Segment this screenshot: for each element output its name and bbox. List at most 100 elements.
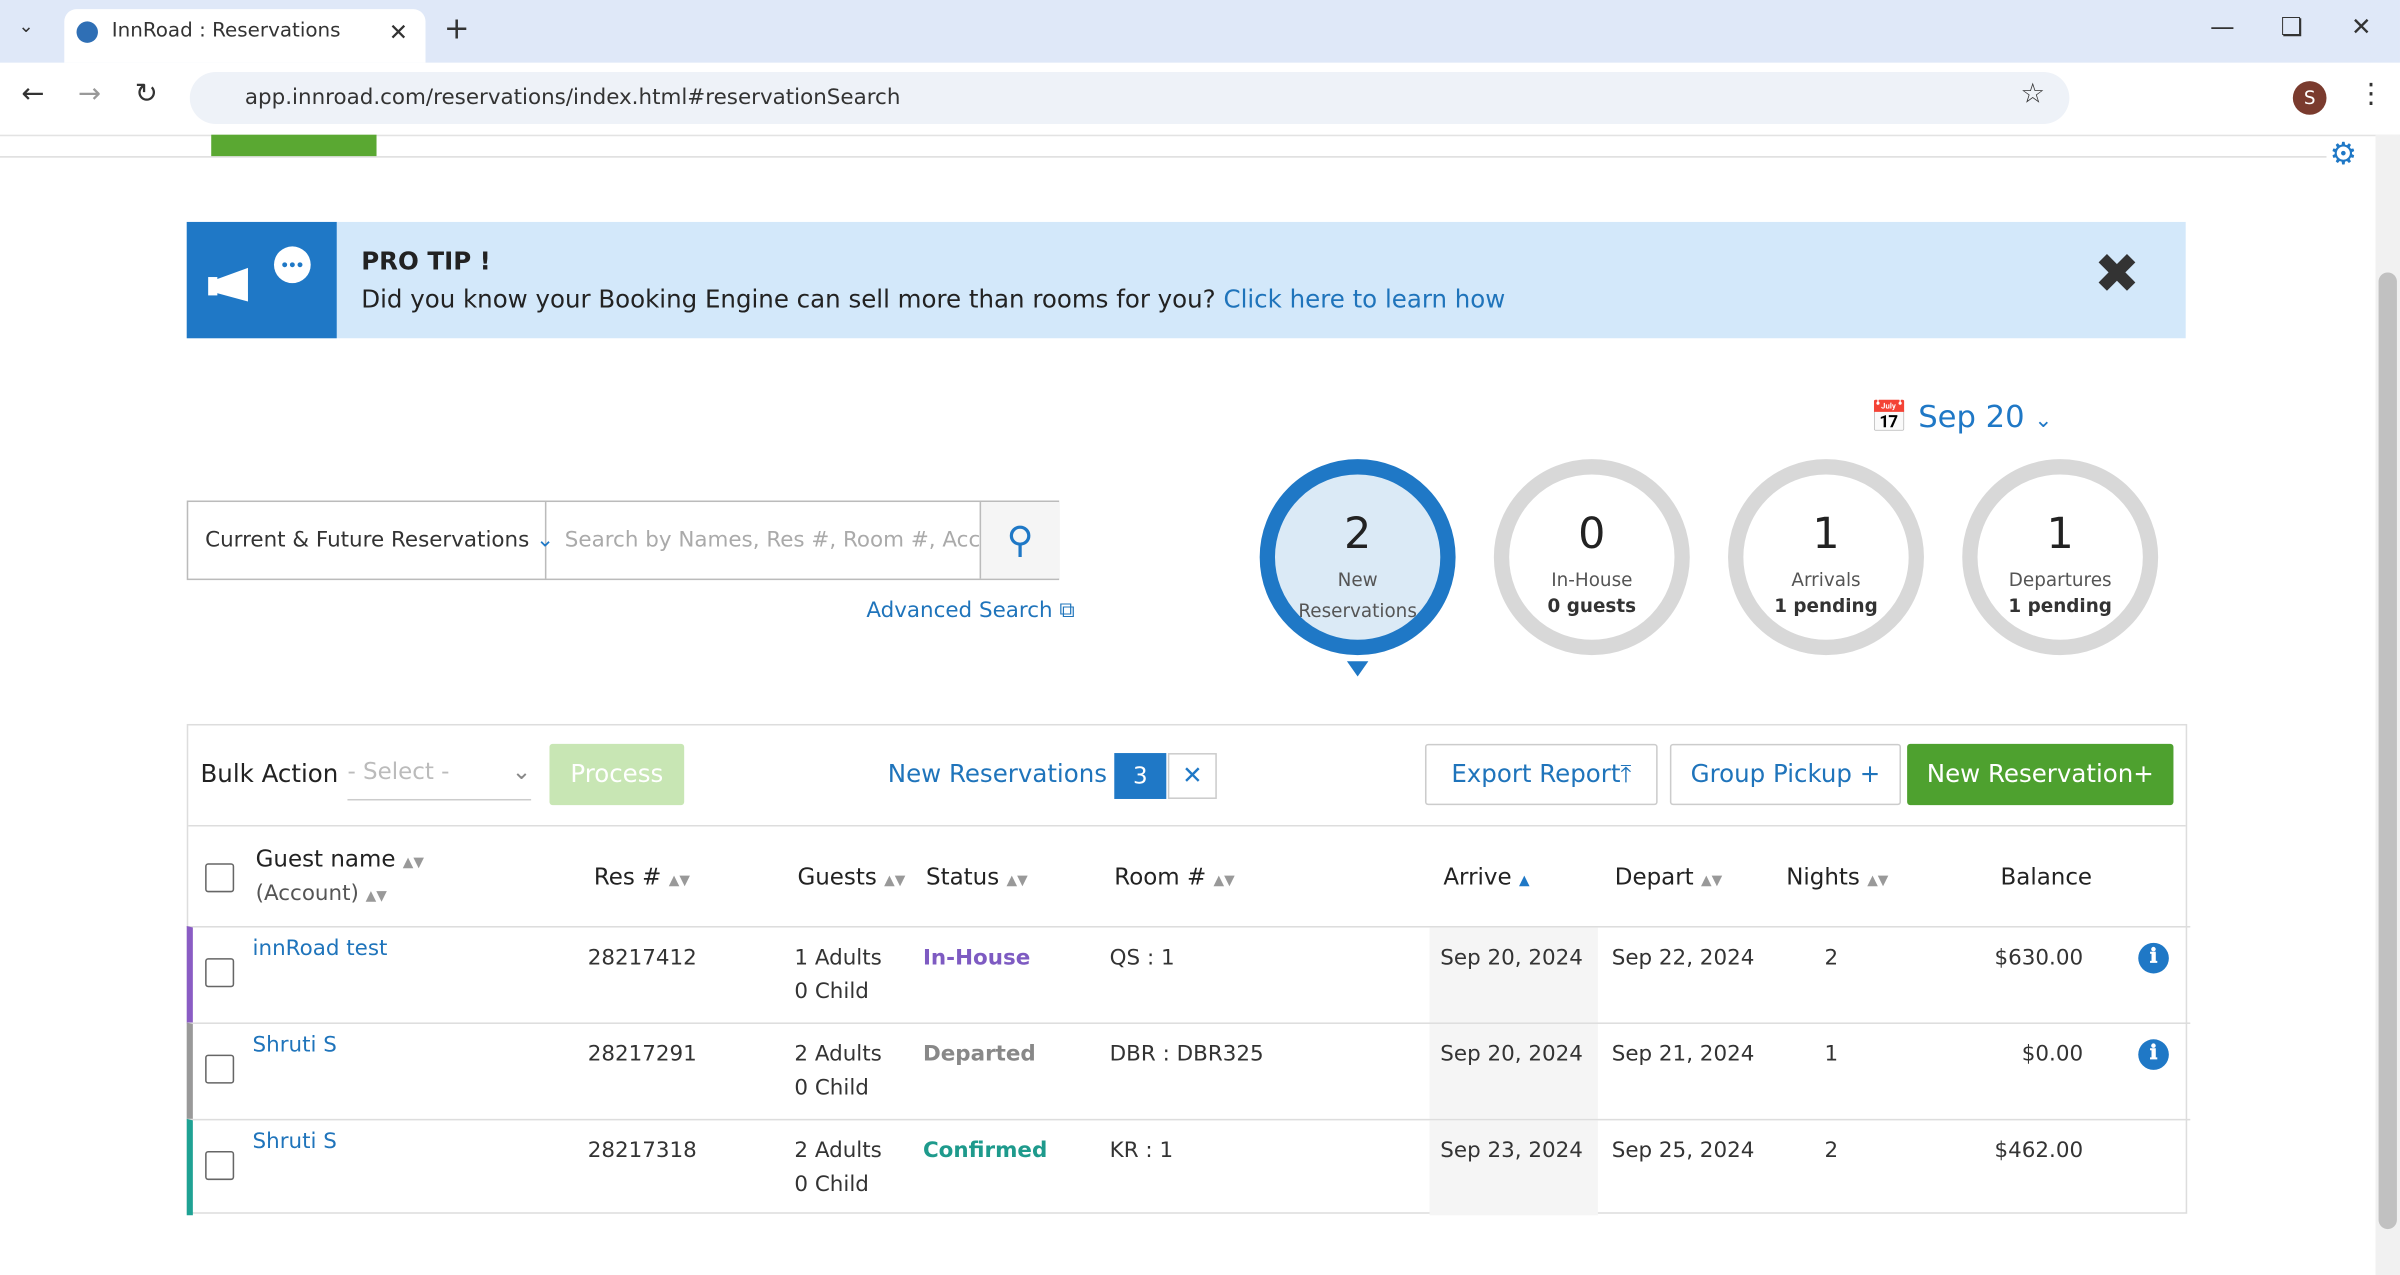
filter-label: New Reservations [887,759,1108,789]
header-text: Res # [593,863,662,891]
depart: Sep 21, 2024 [1611,1042,1755,1067]
row-checkbox[interactable] [205,958,235,988]
date-picker[interactable]: 📅 Sep 20 ⌄ [1870,397,2053,435]
new-reservation-text: New Reservation [1926,759,2134,789]
header-text: Guests [797,863,877,891]
res-number: 28217318 [587,1138,697,1164]
res-number: 28217412 [587,945,697,971]
balance: $0.00 [2021,1042,2084,1067]
arrive-highlight [1429,1023,1598,1119]
reservation-filter[interactable]: Current & Future Reservations ⌄ [188,502,554,579]
guests-adults: 2 Adults [794,1138,882,1164]
url-field[interactable]: app.innroad.com/reservations/index.html#… [189,71,2070,124]
header-balance: Balance [2000,863,2093,891]
header-depart[interactable]: Depart ▲▼ [1614,863,1723,891]
advanced-search-text: Advanced Search [866,598,1053,623]
arrive: Sep 20, 2024 [1440,945,1583,971]
guests-children: 0 Child [794,1076,869,1101]
group-pickup[interactable]: Group Pickup + [1669,743,1902,806]
arrive: Sep 23, 2024 [1440,1138,1583,1164]
header-text: Depart [1614,863,1694,891]
stat-circle[interactable]: 0 In-House 0 guests [1493,459,1690,656]
stat-value: 2 [1343,508,1372,559]
header-room[interactable]: Room # ▲▼ [1114,863,1235,891]
profile[interactable]: S [2292,81,2327,115]
selected-pointer [1346,661,1369,677]
guests-children: 0 Child [794,1172,869,1197]
nights: 2 [1824,945,1839,971]
advanced-search[interactable]: Advanced Search ⧉ [866,598,1075,623]
tab-title: InnRoad : Reservations [111,19,341,43]
search-button[interactable]: ⚲ [979,502,1060,579]
header-text: Nights [1786,863,1860,891]
megaphone [208,246,311,302]
bookmark[interactable]: ☆ [2020,78,2046,111]
stat-label: Departures [2008,569,2112,591]
stat-label: In-House [1551,569,1633,591]
new-reservation[interactable]: New Reservation+ [1907,743,2174,806]
process-button[interactable]: Process [549,743,685,806]
header-guests[interactable]: Guests ▲▼ [797,863,906,891]
tab-list-button[interactable]: ⌄ [18,15,34,37]
search-input[interactable]: Search by Names, Res #, Room #, Account [564,528,1029,553]
favicon [76,21,98,43]
filter-text: Current & Future Reservations [205,528,530,553]
depart: Sep 22, 2024 [1611,945,1755,971]
room: DBR : DBR325 [1109,1042,1264,1067]
status: In-House [922,945,1031,971]
clear-filter[interactable]: ✕ [1167,753,1217,799]
arrive: Sep 20, 2024 [1440,1042,1583,1067]
new-tab[interactable]: + [443,9,470,46]
select-all[interactable] [205,863,235,893]
reservations-panel: Bulk Action - Select - ⌄ Process New Rese… [186,723,2191,1216]
pro-tip-title: PRO TIP ! [361,246,491,276]
scroll-thumb[interactable] [2378,272,2397,1230]
bulk-select[interactable]: - Select - ⌄ [347,744,532,801]
settings-icon[interactable]: ⚙ [2329,134,2358,172]
guest-name[interactable]: Shruti S [252,1129,337,1155]
tab-close[interactable]: ✕ [388,18,409,46]
reload[interactable]: ↻ [134,78,158,111]
header-arrive[interactable]: Arrive ▲ [1443,863,1530,891]
guest-name[interactable]: innRoad test [252,936,388,962]
close-window[interactable]: ✕ [2351,12,2372,42]
active-nav-tab[interactable] [211,134,377,157]
nav-divider [0,156,2327,158]
res-number: 28217291 [587,1042,697,1067]
back[interactable]: ← [21,78,45,111]
header-nights[interactable]: Nights ▲▼ [1786,863,1889,891]
header-res[interactable]: Res # ▲▼ [593,863,690,891]
header-status[interactable]: Status ▲▼ [926,863,1028,891]
forward[interactable]: → [78,78,102,111]
scrollbar[interactable] [2375,134,2400,1275]
date: Sep 20 [1918,397,2025,435]
guests-adults: 1 Adults [794,945,882,971]
export-report[interactable]: Export Report⤒ [1424,743,1658,806]
close-tip[interactable]: ✖ [2093,243,2141,307]
row-checkbox[interactable] [205,1151,235,1181]
pro-tip-link[interactable]: Click here to learn how [1223,284,1506,314]
row-checkbox[interactable] [205,1054,235,1084]
minimize[interactable]: — [2210,12,2235,42]
stat-circle[interactable]: 1 Departures 1 pending [1962,459,2159,656]
nights: 2 [1824,1138,1839,1164]
stat-sub: 0 guests [1547,595,1637,617]
stat-label: New Reservations [1298,569,1417,622]
table-row: Shruti S 28217291 2 Adults 0 Child Departed D… [186,1022,2191,1119]
menu[interactable]: ⋮ [2357,78,2385,111]
header-text: Room # [1114,863,1207,891]
group-text: Group Pickup [1690,759,1852,789]
info-icon[interactable]: ℹ [2138,1039,2169,1070]
header-guest[interactable]: Guest name ▲▼ [255,844,424,873]
restore[interactable]: ❏ [2280,12,2303,42]
tab[interactable]: InnRoad : Reservations ✕ [64,9,426,63]
stat-sub: 1 pending [2008,595,2112,617]
stat-circle[interactable]: 2 New Reservations [1259,459,1456,656]
info-icon[interactable]: ℹ [2138,942,2169,974]
guest-name[interactable]: Shruti S [252,1033,337,1058]
header-account[interactable]: (Account) ▲▼ [255,881,387,907]
stat-circle[interactable]: 1 Arrivals 1 pending [1728,459,1924,656]
status: Confirmed [922,1138,1048,1164]
